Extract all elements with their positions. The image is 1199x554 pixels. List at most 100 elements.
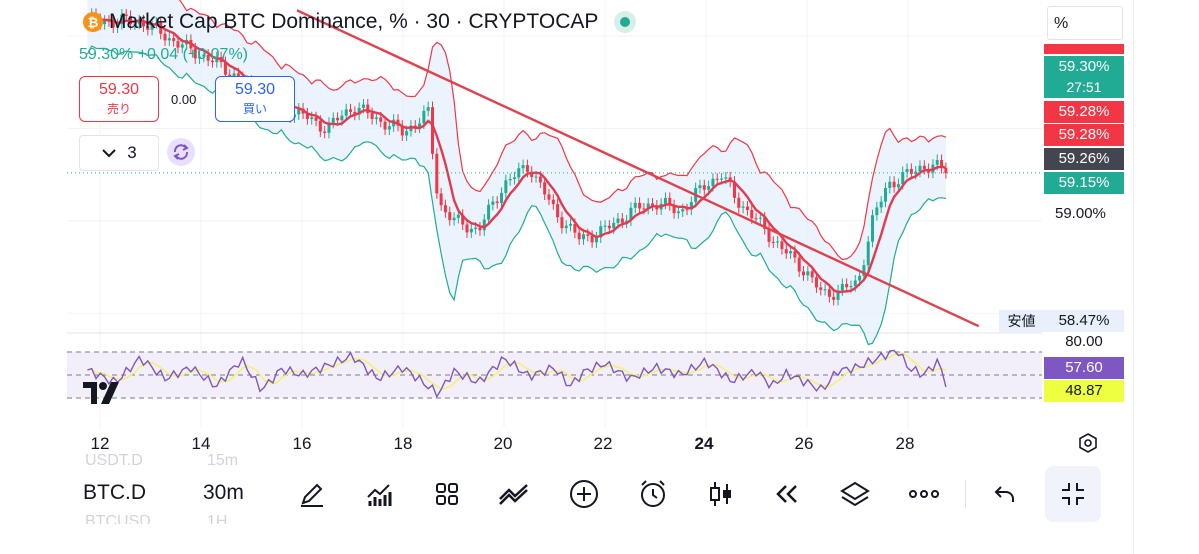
candle-body: [823, 289, 827, 291]
candle-body: [366, 104, 370, 114]
candle-body: [336, 117, 340, 121]
candle-body: [625, 220, 629, 223]
price-label-clipped: [1044, 44, 1124, 54]
candle-body: [361, 104, 365, 108]
pen-icon: [301, 483, 323, 507]
rsi-ma-value: 48.87: [1044, 380, 1124, 402]
candle-body: [573, 223, 577, 233]
candle-body: [663, 197, 667, 204]
candle-body: [512, 177, 516, 180]
candle-body: [495, 201, 499, 204]
interval-button[interactable]: 30m: [203, 481, 244, 504]
buy-button[interactable]: 59.30 買い: [215, 76, 295, 122]
candle-body: [223, 62, 227, 75]
candle-body: [534, 176, 538, 178]
candle-body: [538, 176, 542, 183]
candle-body: [206, 54, 210, 61]
candle-body: [668, 197, 672, 206]
toolbar-separator: [965, 480, 966, 508]
candle-body: [159, 22, 163, 34]
candle-body: [435, 153, 439, 194]
candle-body: [448, 212, 452, 221]
candle-body: [853, 280, 857, 287]
candle-body: [944, 168, 948, 174]
candle-body: [888, 181, 892, 189]
symbol-button[interactable]: BTC.D: [83, 481, 146, 504]
candle-body: [215, 57, 219, 63]
layers-button[interactable]: [835, 474, 875, 514]
chart-title-row[interactable]: ₿ Market Cap BTC Dominance, % · 30 · CRY…: [83, 10, 637, 34]
candle-body: [901, 171, 905, 185]
tradingview-app: ₿ Market Cap BTC Dominance, % · 30 · CRY…: [67, 0, 1133, 524]
candle-body: [487, 204, 491, 220]
candle-body: [672, 205, 676, 214]
candle-body: [586, 234, 590, 236]
candle-body: [922, 165, 926, 169]
right-margin: [1133, 0, 1199, 554]
candle-body: [685, 209, 689, 211]
candle-body: [124, 14, 128, 16]
candle-body: [202, 54, 206, 57]
sync-button[interactable]: [167, 138, 195, 166]
candle-body: [616, 218, 620, 223]
candle-body: [720, 178, 724, 180]
tradingview-logo-icon[interactable]: [81, 380, 129, 408]
ghost-symbol-bottom: BTCUSD: [85, 513, 151, 524]
indicators-toggle-button[interactable]: 3: [79, 135, 159, 171]
sell-button[interactable]: 59.30 売り: [79, 76, 159, 122]
candle-body: [715, 178, 719, 180]
candle-body: [612, 222, 616, 229]
candle-body: [599, 226, 603, 238]
chart-canvas[interactable]: [67, 0, 1133, 430]
templates-button[interactable]: [427, 474, 467, 514]
candle-body: [711, 178, 715, 187]
candle-body: [176, 41, 180, 48]
candle-body: [443, 205, 447, 213]
compare-icon: [499, 484, 528, 505]
chart-type-button[interactable]: [701, 474, 741, 514]
market-status-icon[interactable]: [614, 11, 637, 33]
more-button[interactable]: [904, 474, 944, 514]
candle-body: [806, 271, 810, 276]
date-tick: 22: [593, 434, 613, 453]
compare-button[interactable]: [494, 474, 534, 514]
candles: [90, 8, 948, 306]
candle-body: [789, 251, 793, 254]
candle-body: [758, 217, 762, 219]
settings-icon[interactable]: [1077, 432, 1099, 454]
candle-body: [482, 219, 486, 231]
candle-body: [866, 241, 870, 266]
candle-body: [452, 217, 456, 221]
candle-body: [767, 228, 771, 242]
drawing-button[interactable]: [292, 474, 332, 514]
candle-body: [374, 117, 378, 119]
candle-body: [707, 186, 711, 190]
candle-body: [310, 117, 314, 120]
candle-body: [896, 184, 900, 188]
chart-title: Market Cap BTC Dominance, % · 30 · CRYPT…: [109, 10, 599, 33]
candle-body: [370, 113, 374, 119]
candle-body: [210, 60, 214, 63]
candle-body: [940, 160, 944, 169]
candle-body: [676, 211, 680, 214]
indicators-button[interactable]: [359, 474, 399, 514]
candle-body: [802, 271, 806, 276]
left-margin: [0, 0, 67, 554]
undo-button[interactable]: [985, 474, 1025, 514]
alert-button[interactable]: [633, 474, 673, 514]
candle-body: [883, 188, 887, 202]
candle-body: [163, 33, 167, 41]
candle-body: [832, 296, 836, 300]
add-button[interactable]: [564, 474, 604, 514]
candle-body: [508, 179, 512, 181]
candle-body: [474, 227, 478, 229]
replay-button[interactable]: [767, 474, 807, 514]
more-icon: [909, 490, 939, 498]
candle-body: [530, 171, 534, 178]
price-change: 59.30% +0.04 (+0.07%): [79, 46, 249, 63]
candle-body: [858, 275, 862, 281]
price-scale-unit[interactable]: %: [1047, 6, 1123, 40]
date-tick: 16: [292, 434, 312, 453]
fullscreen-exit-button[interactable]: [1045, 466, 1101, 522]
candle-body: [633, 202, 637, 208]
